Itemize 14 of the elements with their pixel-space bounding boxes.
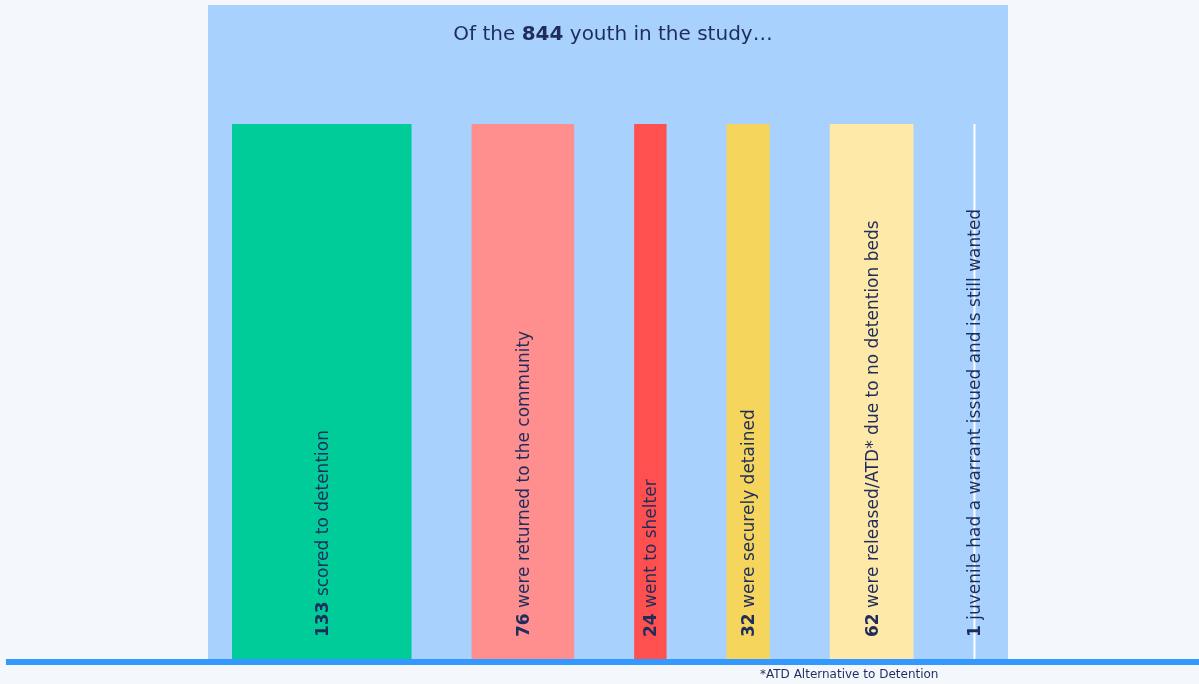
category-label: scored to detention xyxy=(311,430,332,602)
category-label: were securely detained xyxy=(738,409,759,614)
data-label: 76 xyxy=(512,613,533,637)
data-label: 62 xyxy=(861,613,882,637)
data-label: 133 xyxy=(311,601,332,637)
category-label: went to shelter xyxy=(640,479,661,614)
category-label: were released/ATD* due to no detention beds xyxy=(861,220,882,614)
text: *ATD Alternative to Detention xyxy=(760,667,939,681)
data-label: 24 xyxy=(640,613,661,637)
data-label: 1 xyxy=(964,625,985,637)
category-label: were returned to the community xyxy=(512,330,533,614)
category-label: juvenile had a warrant issued and is still wanted xyxy=(964,208,985,626)
data-label: 32 xyxy=(738,613,759,637)
text: Of the 844 youth in the study… xyxy=(453,21,773,45)
